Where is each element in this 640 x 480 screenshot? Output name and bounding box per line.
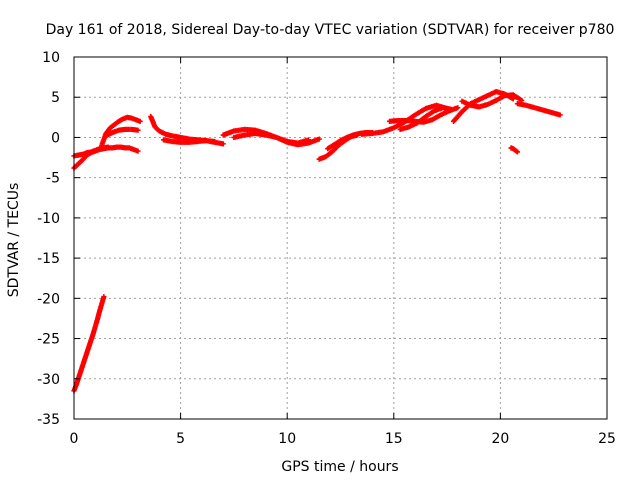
data-point bbox=[101, 294, 107, 300]
grid-layer bbox=[74, 57, 607, 419]
data-point bbox=[316, 136, 322, 142]
data-point bbox=[514, 149, 521, 155]
y-tick-label: -10 bbox=[37, 211, 60, 227]
series-8 bbox=[231, 130, 322, 148]
plot-area-background bbox=[74, 57, 607, 419]
series-16 bbox=[514, 101, 563, 118]
label-layer: 0 5 10 15 20 25 -35 -30 -25 -20 -15 -10 -5 0 5 10 bbox=[37, 50, 616, 447]
data-point bbox=[448, 106, 454, 112]
x-tick-label: 5 bbox=[176, 431, 185, 447]
x-tick-label: 0 bbox=[70, 431, 79, 447]
y-tick-label: -35 bbox=[37, 412, 60, 428]
series-12 bbox=[386, 105, 461, 125]
data-point bbox=[557, 112, 563, 118]
data-point bbox=[137, 118, 143, 124]
series-0 bbox=[71, 294, 107, 394]
series-13 bbox=[397, 105, 454, 132]
x-tick-label: 10 bbox=[278, 431, 296, 447]
series-4 bbox=[103, 126, 141, 139]
tick-layer bbox=[73, 56, 608, 420]
y-tick-label: 0 bbox=[51, 130, 60, 146]
series-6 bbox=[160, 137, 218, 145]
y-tick-label: -25 bbox=[37, 332, 60, 348]
y-tick-label: -15 bbox=[37, 251, 60, 267]
data-point bbox=[105, 144, 111, 150]
x-tick-label: 20 bbox=[491, 431, 509, 447]
chart-title: Day 161 of 2018, Sidereal Day-to-day VTE… bbox=[46, 22, 615, 38]
y-tick-label: -20 bbox=[37, 291, 60, 307]
series-17 bbox=[508, 145, 521, 155]
y-tick-label: 10 bbox=[42, 50, 60, 66]
data-point bbox=[135, 148, 141, 154]
x-tick-label: 15 bbox=[385, 431, 403, 447]
data-point bbox=[455, 105, 461, 111]
x-axis-label: GPS time / hours bbox=[281, 459, 398, 475]
y-tick-label: -30 bbox=[37, 372, 60, 388]
data-point bbox=[212, 138, 218, 145]
data-point bbox=[135, 127, 141, 133]
data-layer bbox=[71, 88, 563, 394]
series-15 bbox=[459, 92, 525, 110]
series-3 bbox=[99, 114, 143, 149]
plot-frame bbox=[73, 56, 608, 420]
data-point bbox=[220, 141, 226, 147]
y-tick-label: 5 bbox=[51, 90, 60, 106]
y-axis-label: SDTVAR / TECUs bbox=[6, 183, 22, 298]
y-tick-label: -5 bbox=[46, 171, 60, 187]
x-tick-label: 25 bbox=[598, 431, 616, 447]
